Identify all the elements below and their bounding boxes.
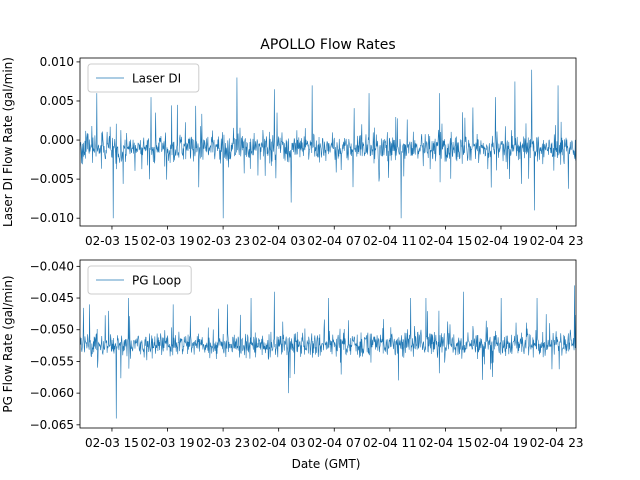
x-tick-label: 02-03 23 — [196, 234, 250, 248]
y-tick-label: −0.005 — [30, 172, 74, 186]
x-tick-label: 02-04 23 — [530, 234, 584, 248]
x-tick-label: 02-03 19 — [141, 234, 195, 248]
x-axis-label: Date (GMT) — [292, 457, 361, 471]
x-tick-label: 02-04 03 — [252, 436, 306, 450]
x-tick-label: 02-04 23 — [530, 436, 584, 450]
y-tick-label: 0.000 — [40, 133, 74, 147]
axes-frame — [79, 57, 577, 227]
legend: PG Loop — [87, 265, 192, 295]
x-tick-label: 02-04 15 — [418, 436, 472, 450]
axes-frame — [79, 259, 577, 429]
y-tick-label: 0.010 — [40, 55, 74, 69]
legend-label: PG Loop — [132, 274, 181, 288]
legend: Laser DI — [87, 63, 200, 93]
legend-box — [87, 63, 200, 93]
y-tick-label: −0.065 — [30, 418, 74, 432]
y-tick-label: −0.055 — [30, 354, 74, 368]
y-tick-label: −0.040 — [30, 259, 74, 273]
y-tick-label: 0.005 — [40, 94, 74, 108]
y-axis-label: PG Flow Rate (gal/min) — [1, 275, 15, 412]
y-tick-label: −0.045 — [30, 291, 74, 305]
x-tick-label: 02-04 03 — [252, 234, 306, 248]
legend-box — [87, 265, 192, 295]
x-tick-label: 02-03 15 — [85, 436, 139, 450]
y-axis-label: Laser DI Flow Rate (gal/min) — [1, 57, 15, 227]
x-tick-label: 02-03 23 — [196, 436, 250, 450]
bottom-panel: −0.040 −0.045 −0.050 −0.055 −0.060 −0.065 02-0… — [1, 259, 584, 450]
y-tick-label: −0.050 — [30, 323, 74, 337]
chart-title: APOLLO Flow Rates — [260, 37, 395, 53]
x-tick-label: 02-03 15 — [85, 234, 139, 248]
y-tick-label: −0.010 — [30, 211, 74, 225]
x-tick-label: 02-04 19 — [474, 436, 528, 450]
x-tick-label: 02-04 11 — [363, 234, 417, 248]
y-tick-label: −0.060 — [30, 386, 74, 400]
x-tick-label: 02-04 15 — [418, 234, 472, 248]
x-tick-label: 02-04 07 — [307, 234, 361, 248]
x-tick-label: 02-03 19 — [141, 436, 195, 450]
x-tick-label: 02-04 11 — [363, 436, 417, 450]
legend-label: Laser DI — [132, 72, 181, 86]
series-line-laser-di — [80, 69, 576, 219]
x-tick-label: 02-04 07 — [307, 436, 361, 450]
x-tick-label: 02-04 19 — [474, 234, 528, 248]
series-line-pg-loop — [80, 285, 576, 419]
